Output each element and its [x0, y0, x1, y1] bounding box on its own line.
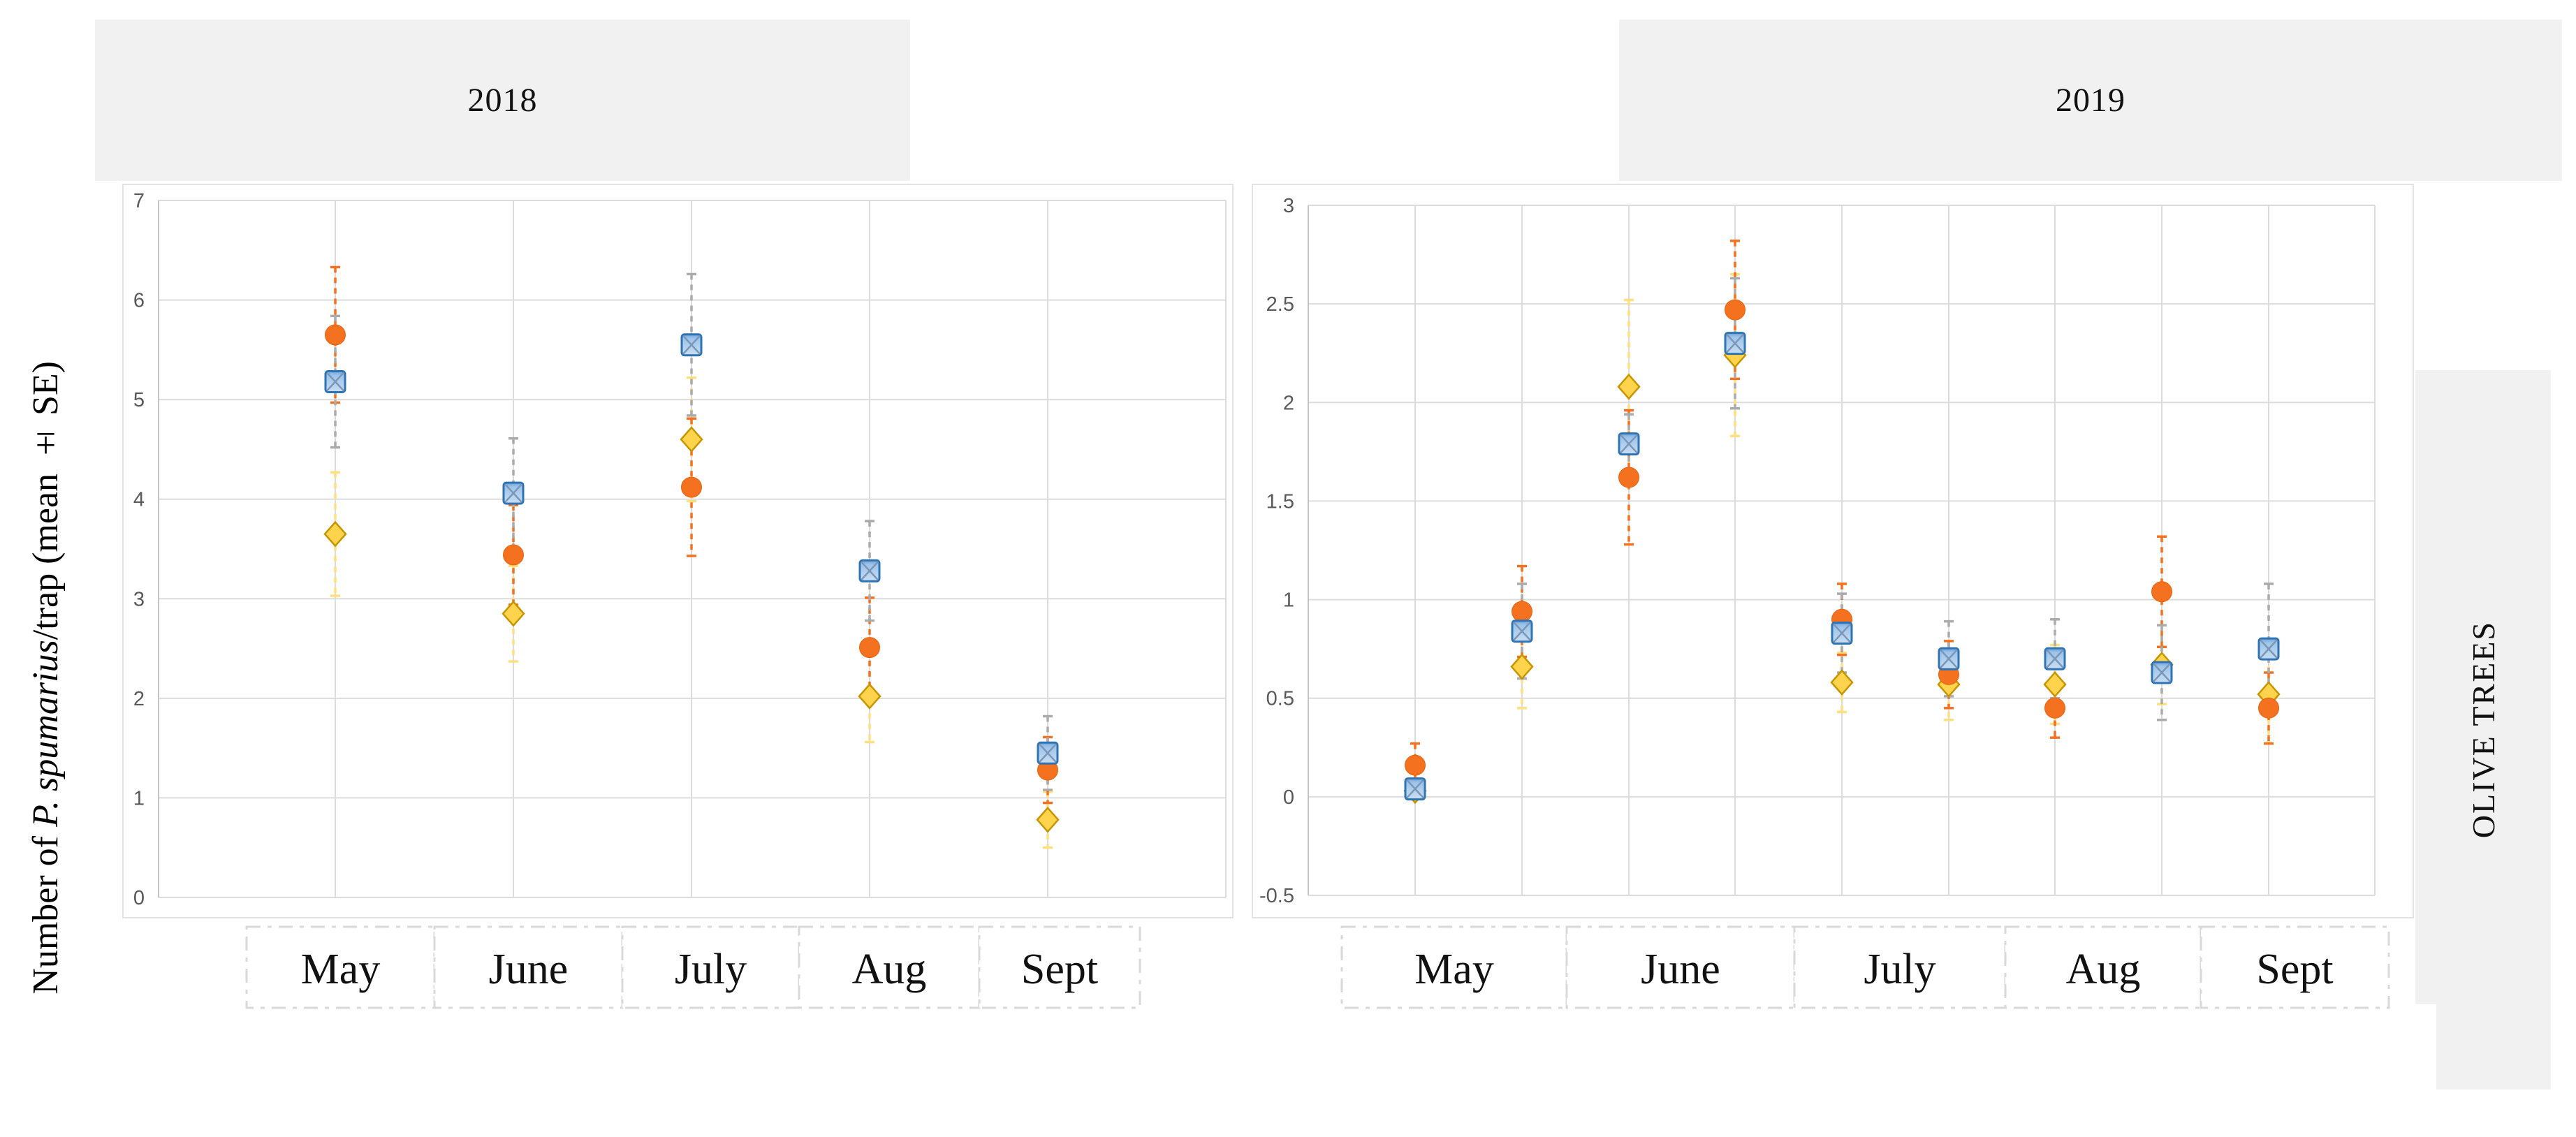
month-label: July	[1864, 946, 1935, 993]
crop-band-olive-trees: OLIVE TREES	[2415, 370, 2551, 1090]
y-axis-title: Number of P. spumarius/trap (mean ± SE)	[7, 237, 84, 1117]
month-label: May	[1414, 946, 1494, 993]
year-label-2019: 2019	[2056, 82, 2125, 119]
month-box	[621, 925, 800, 1009]
y-axis-title-suffix: /trap (mean ± SE)	[25, 360, 66, 640]
month-box	[1793, 925, 2007, 1009]
month-box	[245, 925, 436, 1009]
month-box	[1340, 925, 1568, 1009]
month-label: July	[675, 946, 747, 993]
month-box	[433, 925, 624, 1009]
month-box	[1565, 925, 1796, 1009]
month-label: Aug	[852, 946, 927, 993]
month-label: May	[301, 946, 381, 993]
month-label: June	[489, 946, 569, 993]
chart-panel-2019	[1252, 184, 2414, 918]
month-label: June	[1641, 946, 1720, 993]
month-box	[978, 925, 1141, 1009]
month-box	[2004, 925, 2202, 1009]
axis-label-spacer	[2415, 1004, 2436, 1090]
y-axis-title-species: P. spumarius	[25, 639, 66, 827]
month-label: Aug	[2066, 946, 2141, 993]
month-label: Sept	[2256, 946, 2333, 993]
chart-panel-2018	[122, 184, 1234, 918]
year-band-2018: 2018	[95, 20, 910, 181]
month-box	[798, 925, 981, 1009]
crop-band-label: OLIVE TREES	[2465, 621, 2501, 839]
month-box	[2200, 925, 2390, 1009]
month-label: Sept	[1021, 946, 1098, 993]
y-axis-title-prefix: Number of	[25, 826, 66, 995]
year-band-2019: 2019	[1619, 20, 2562, 181]
year-label-2018: 2018	[467, 82, 538, 119]
